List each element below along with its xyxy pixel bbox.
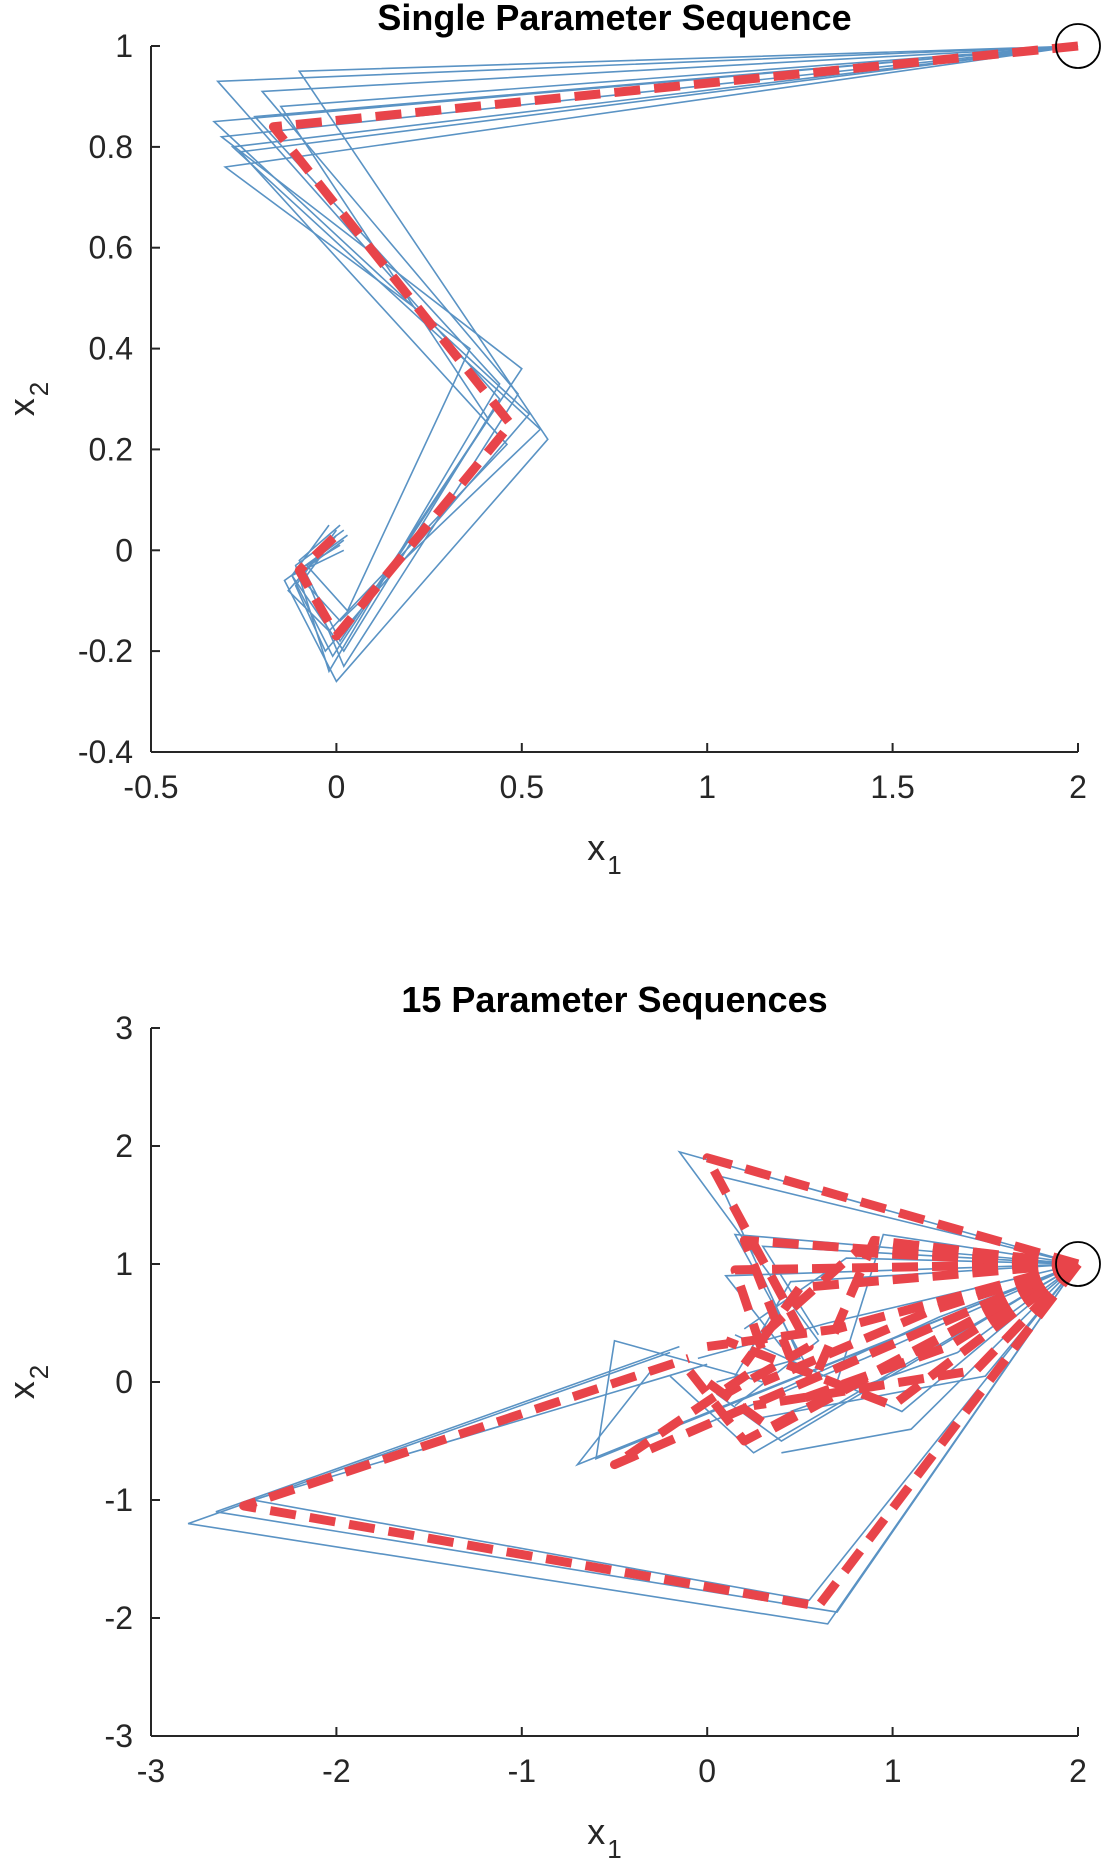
mean-line [610,1259,1080,1470]
y-tick-label: -3 [105,1718,133,1754]
x-tick-label: -0.5 [123,769,178,805]
chart-title: Single Parameter Sequence [377,0,851,38]
x-tick-label: 2 [1069,1753,1087,1789]
trajectory-line [283,45,1079,683]
trajectory-line [724,1263,1079,1348]
mean-line [268,41,1079,641]
y-tick-label: 0.6 [89,230,133,266]
mean-line [702,1153,1080,1398]
trajectory-series [212,45,1079,683]
y-tick-label: -1 [105,1482,133,1518]
trajectory-line [230,45,1079,623]
trajectory-line [669,1263,1079,1454]
x-tick-label: 1 [698,769,716,805]
mean-series [239,1153,1082,1611]
mean-line [740,1259,1079,1367]
mean-line [759,1247,1079,1339]
trajectory-line [223,45,1079,613]
trajectory-line [253,45,1079,674]
y-tick-label: 0.2 [89,431,133,467]
y-tick-label: 2 [115,1128,133,1164]
y-axis-label-subscript: 2 [24,382,54,396]
x-tick-label: -3 [137,1753,165,1789]
mean-line [730,1259,1079,1354]
x-tick-label: 0 [698,1753,716,1789]
y-tick-label: 1 [115,1246,133,1282]
y-tick-label: 0.8 [89,129,133,165]
trajectory-line [215,1263,1079,1613]
y-axis-label: x2 [1,382,54,416]
y-tick-label: -0.2 [78,633,133,669]
x-tick-label: -2 [322,1753,350,1789]
chart-single-parameter-sequence: -0.5 0 0.5 1 1.5 2 -0.4 -0.2 0 0.2 0.4 0.6 0.8 1 Singl… [1,0,1101,880]
chart-title: 15 Parameter Sequences [401,979,827,1020]
mean-line [239,1261,1082,1611]
y-tick-label: 3 [115,1010,133,1046]
mean-line [706,1259,1080,1352]
y-tick-label: 0 [115,532,133,568]
y-tick-label: 0 [115,1364,133,1400]
trajectory-line [781,1263,1079,1454]
y-tick-label: 1 [115,28,133,64]
x-tick-label: 0.5 [500,769,544,805]
start-point-marker [1055,23,1101,69]
trajectory-line [219,45,1079,643]
trajectory-line [743,1257,1079,1330]
trajectory-line [238,45,1079,633]
x-axis-label: x1 [587,827,621,880]
x-axis-label-subscript: 1 [607,850,621,880]
x-tick-label: 1 [884,1753,902,1789]
trajectory-line [733,1233,1079,1371]
trajectory-line [574,1263,1079,1467]
x-axis-label-subscript: 1 [607,1834,621,1864]
y-tick-label: -2 [105,1600,133,1636]
y-axis-label-subscript: 2 [24,1365,54,1379]
x-axis-label: x1 [587,1811,621,1864]
start-point-marker [1055,1241,1101,1287]
trajectory-line [215,45,1079,653]
y-tick-label: -0.4 [78,734,133,770]
x-tick-label: 0 [328,769,346,805]
mean-line [752,1260,1082,1411]
chart-15-parameter-sequences: -3 -2 -1 0 1 2 -3 -2 -1 0 1 2 3 15 Parameter Sequence… [1,979,1101,1864]
mean-line [704,1260,1081,1434]
y-tick-label: 0.4 [89,331,133,367]
x-tick-label: 2 [1069,769,1087,805]
mean-series [268,41,1079,641]
y-axis-label: x2 [1,1365,54,1399]
x-tick-label: -1 [508,1753,536,1789]
x-tick-label: 1.5 [870,769,914,805]
mean-line [685,1260,1081,1446]
